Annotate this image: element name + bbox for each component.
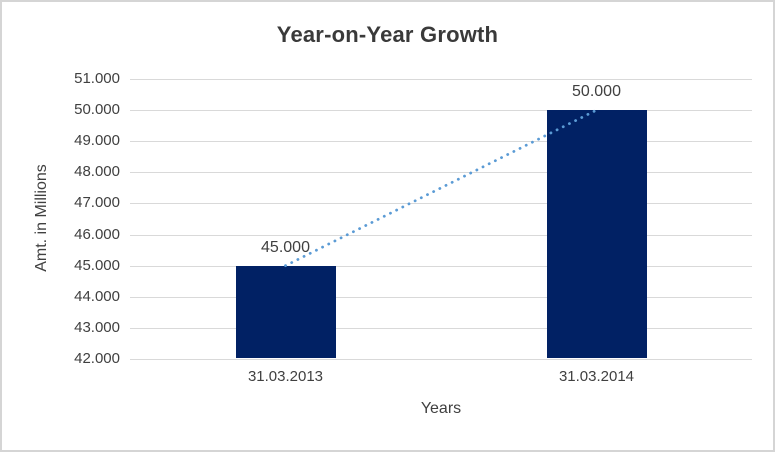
y-tick-label: 42.000	[74, 350, 120, 367]
y-tick-label: 49.000	[74, 132, 120, 150]
gridline	[130, 172, 752, 174]
gridline	[130, 234, 752, 236]
y-tick-label: 50.000	[74, 101, 120, 119]
y-tick-label: 47.000	[74, 194, 120, 212]
gridline	[130, 203, 752, 205]
chart-title: Year-on-Year Growth	[276, 22, 499, 47]
bar-data-label: 50.000	[572, 83, 621, 101]
y-tick-label: 51.000	[74, 70, 120, 87]
x-category-label: 31.03.2014	[558, 368, 635, 385]
gridline	[130, 327, 752, 329]
plot-area	[130, 79, 752, 360]
y-tick-label: 48.000	[74, 163, 120, 181]
y-tick-label: 43.000	[74, 318, 120, 336]
x-category-label: 31.03.2013	[247, 368, 324, 385]
bar-data-label: 45.000	[261, 238, 310, 256]
x-axis-title: Years	[420, 400, 462, 417]
y-tick-label: 45.000	[74, 256, 120, 274]
gridline	[130, 141, 752, 143]
y-tick-label: 44.000	[74, 287, 120, 305]
gridline	[130, 79, 752, 80]
bar	[546, 110, 647, 358]
y-tick-label: 46.000	[74, 225, 120, 243]
gridline	[130, 265, 752, 267]
gridline	[130, 359, 752, 360]
gridline	[130, 110, 752, 112]
bar	[235, 265, 336, 358]
gridline	[130, 296, 752, 298]
